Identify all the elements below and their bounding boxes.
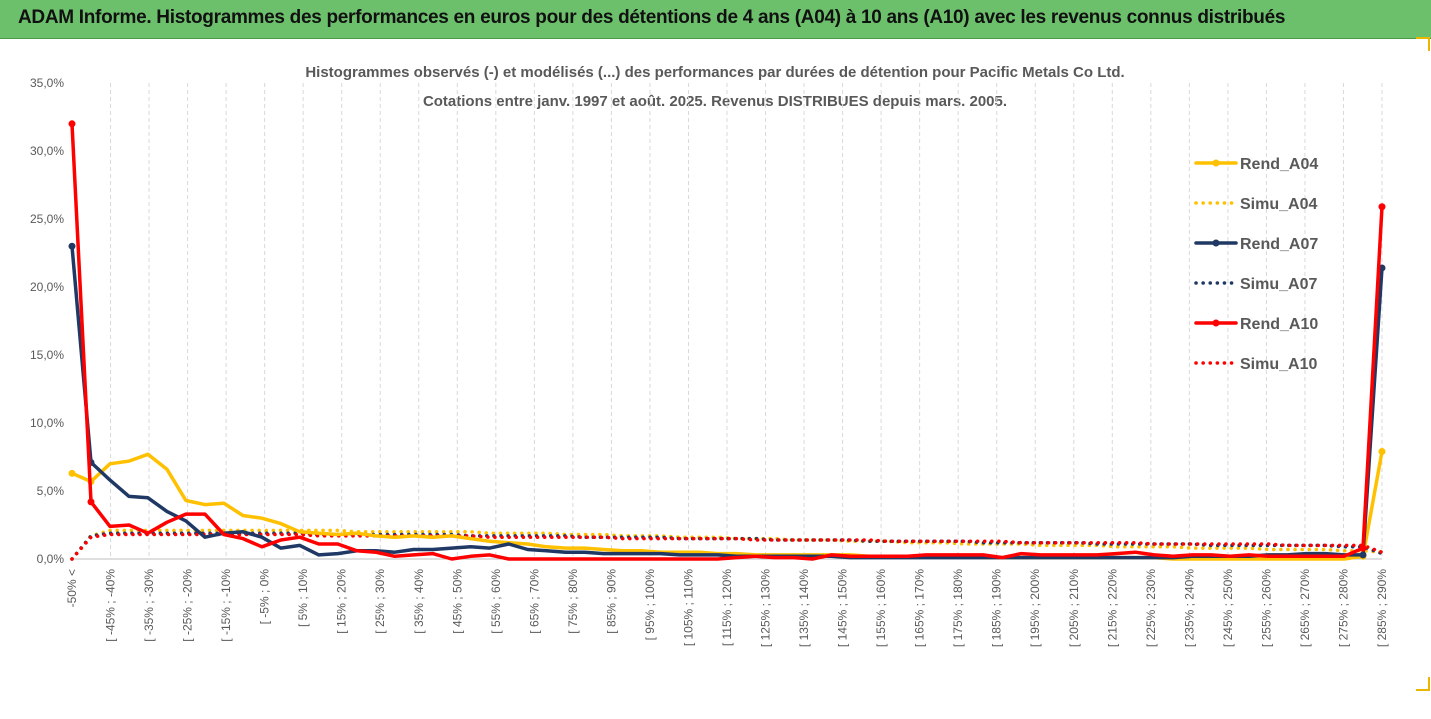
x-tick-label: [ -5% ; 0% (258, 569, 272, 625)
x-tick-label: [ 35% ; 40% (412, 569, 426, 634)
x-tick-label: [ 25% ; 30% (373, 569, 387, 634)
x-tick-label: [ 185% ; 190% (990, 569, 1004, 647)
report-banner: ADAM Informe. Histogrammes des performan… (0, 0, 1431, 39)
corner-mark-bottom-right (1416, 677, 1430, 691)
rend-a04-point (68, 469, 76, 477)
x-tick-label: [ 195% ; 200% (1028, 569, 1042, 647)
x-tick-label: [ 165% ; 170% (913, 569, 927, 647)
legend-label-simu-a10: Simu_A10 (1240, 356, 1317, 373)
x-tick-label: [ 15% ; 20% (335, 569, 349, 634)
series-lines (68, 120, 1386, 561)
x-tick-label: -50% < (65, 569, 79, 607)
x-tick-label: [ 285% ; 290% (1375, 569, 1389, 647)
x-tick-label: [ 225% ; 230% (1144, 569, 1158, 647)
legend: Rend_A04 Simu_A04 Rend_A07 Simu_A07 Rend_A10… (1194, 156, 1318, 373)
x-tick-label: [ 5% ; 10% (296, 569, 310, 627)
y-tick-label: 20,0% (30, 280, 64, 294)
x-tick-label: [ 145% ; 150% (836, 569, 850, 647)
x-tick-label: [ 155% ; 160% (874, 569, 888, 647)
x-tick-label: [ 115% ; 120% (720, 569, 734, 646)
x-tick-label: [ -45% ; -40% (104, 569, 118, 642)
x-tick-label: [ 245% ; 250% (1221, 569, 1235, 647)
y-tick-label: 35,0% (30, 76, 64, 90)
x-tick-label: [ 65% ; 70% (527, 569, 541, 634)
chart-title: Histogrammes observés (-) et modélisés (… (305, 64, 1124, 81)
legend-label-rend-a10: Rend_A10 (1240, 316, 1318, 333)
x-tick-label: [ 175% ; 180% (951, 569, 965, 647)
gridlines (72, 83, 1383, 560)
rend-a10-point (87, 498, 95, 506)
rend-a10-point (1359, 544, 1367, 552)
x-tick-label: [ 135% ; 140% (797, 569, 811, 647)
x-tick-label: [ 125% ; 130% (759, 569, 773, 647)
legend-marker-rend-a04 (1212, 159, 1220, 167)
x-tick-label: [ -25% ; -20% (181, 569, 195, 642)
legend-marker-rend-a07 (1212, 239, 1220, 247)
y-tick-label: 25,0% (30, 212, 64, 226)
x-tick-label: [ 275% ; 280% (1336, 569, 1350, 647)
rend-a10-point (68, 120, 76, 128)
report-title: ADAM Informe. Histogrammes des performan… (18, 7, 1286, 28)
legend-label-simu-a07: Simu_A07 (1240, 276, 1317, 293)
rend-a10-line (70, 122, 1384, 561)
x-tick-label: [ 45% ; 50% (450, 569, 464, 634)
simu-a10-line (70, 532, 1384, 561)
x-tick-label: [ 205% ; 210% (1067, 569, 1081, 647)
y-tick-label: 0,0% (37, 552, 65, 566)
performance-histogram-chart: Histogrammes observés (-) et modélisés (… (30, 64, 1389, 647)
x-tick-label: [ -15% ; -10% (219, 569, 233, 642)
rend-a07-point (68, 242, 76, 250)
x-tick-label: [ 255% ; 260% (1259, 569, 1273, 647)
y-tick-label: 15,0% (30, 348, 64, 362)
x-tick-label: [ 265% ; 270% (1298, 569, 1312, 647)
y-tick-label: 10,0% (30, 416, 64, 430)
legend-label-rend-a07: Rend_A07 (1240, 236, 1318, 253)
x-tick-label: [ 85% ; 90% (604, 569, 618, 634)
y-tick-label: 5,0% (37, 484, 65, 498)
rend-a07-point (1359, 551, 1367, 559)
x-axis: -50% < [ -45% ; -40% [ -35% ; -30% [ -25% ;… (65, 569, 1389, 647)
rend-a10-point (1378, 203, 1386, 211)
simu-a07-line (70, 531, 1384, 561)
x-tick-label: [ 55% ; 60% (489, 569, 503, 634)
x-tick-label: [ 105% ; 110% (681, 569, 695, 646)
legend-label-rend-a04: Rend_A04 (1240, 156, 1318, 173)
corner-mark-top-right (1416, 37, 1430, 51)
x-tick-label: [ 235% ; 240% (1182, 569, 1196, 647)
rend-a04-point (1378, 448, 1386, 456)
x-tick-label: [ 75% ; 80% (566, 569, 580, 634)
y-axis: 0,0% 5,0% 10,0% 15,0% 20,0% 25,0% 30,0% 35,0% (30, 76, 64, 566)
x-tick-label: [ -35% ; -30% (142, 569, 156, 642)
y-tick-label: 30,0% (30, 144, 64, 158)
x-tick-label: [ 95% ; 100% (643, 569, 657, 641)
legend-marker-rend-a10 (1212, 319, 1220, 327)
chart-subtitle: Cotations entre janv. 1997 et août. 2025… (423, 93, 1007, 110)
x-tick-label: [ 215% ; 220% (1105, 569, 1119, 647)
rend-a07-line (70, 244, 1384, 560)
legend-label-simu-a04: Simu_A04 (1240, 196, 1317, 213)
